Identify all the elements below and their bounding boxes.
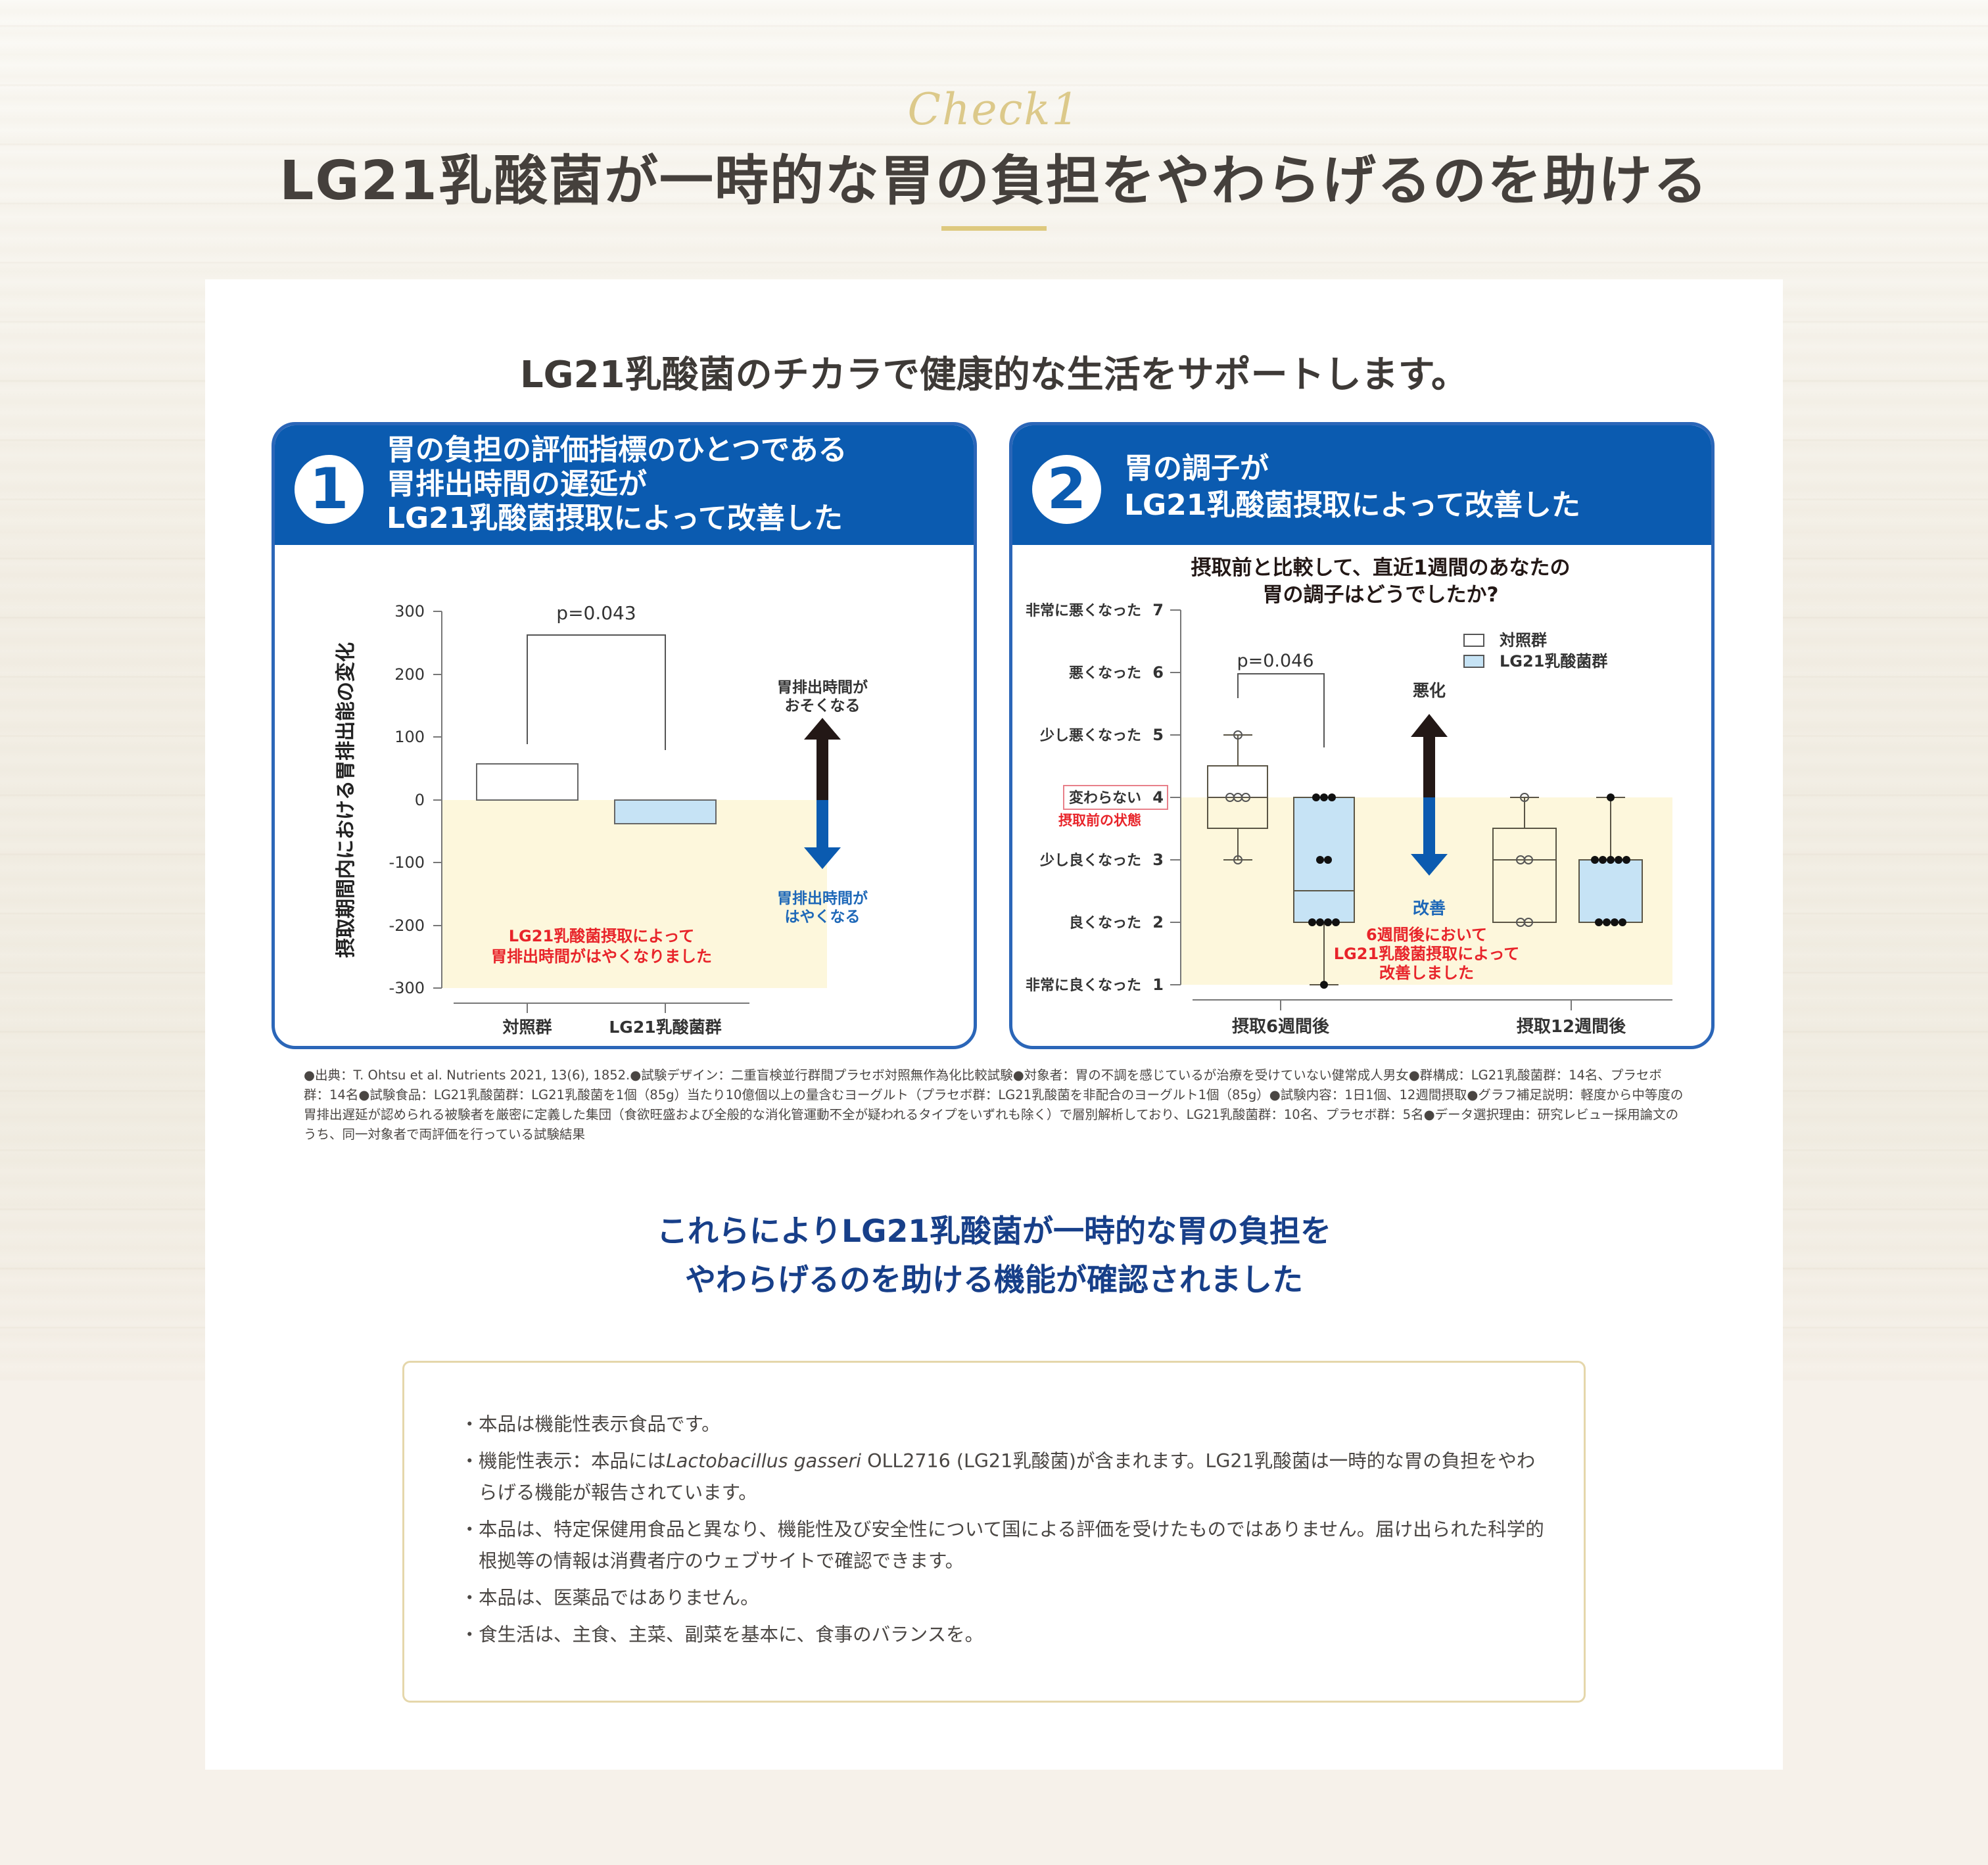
svg-text:-300: -300 <box>389 979 425 997</box>
x-category-label: 摂取12週間後 <box>1517 1016 1626 1037</box>
y-tick-labels: 非常に悪くなった 悪くなった 少し悪くなった 変わらない 少し良くなった 良くな… <box>1026 602 1141 994</box>
improvement-shaded-region <box>442 800 827 988</box>
panel-number-badge: 1 <box>295 455 364 524</box>
svg-text:非常に良くなった: 非常に良くなった <box>1026 977 1141 994</box>
bar-lg21 <box>614 799 717 824</box>
section-title: LG21乳酸菌が一時的な胃の負担をやわらげるのを助ける <box>279 150 1709 212</box>
p-value-label: p=0.046 <box>1237 651 1314 671</box>
panel-header: 2 胃の調子が LG21乳酸菌摂取によって改善した <box>1012 425 1711 545</box>
svg-text:胃排出時間がはやくなりました: 胃排出時間がはやくなりました <box>491 947 712 966</box>
direction-arrow-icon <box>804 718 841 869</box>
significance-bracket <box>527 634 666 750</box>
svg-text:100: 100 <box>394 728 425 746</box>
significance-bracket <box>1237 673 1325 747</box>
svg-text:-100: -100 <box>389 853 425 872</box>
panel-number-badge: 2 <box>1032 455 1101 524</box>
notice-item: ・本品は、医薬品ではありません。 <box>460 1587 759 1609</box>
svg-text:はやくなる: はやくなる <box>785 909 861 926</box>
bar-chart-gastric-emptying: 300 200 100 0 -100 -200 -300 摂取期間内における胃排… <box>335 602 868 1037</box>
conclusion-line: これらによりLG21乳酸菌が一時的な胃の負担を <box>657 1214 1331 1250</box>
species-name: Lactobacillus gasseri <box>666 1450 862 1472</box>
svg-text:悪くなった: 悪くなった <box>1069 665 1141 682</box>
svg-text:LG21乳酸菌摂取によって: LG21乳酸菌摂取によって <box>1334 945 1519 963</box>
arrow-up-label: 胃排出時間が <box>777 678 868 696</box>
svg-text:改善しました: 改善しました <box>1379 964 1474 982</box>
notice-item: ・機能性表示：本品にはLactobacillus gasseri OLL2716… <box>460 1450 1536 1503</box>
conclusion-statement: これらによりLG21乳酸菌が一時的な胃の負担を やわらげるのを助ける機能が確認さ… <box>205 1208 1783 1305</box>
svg-text:少し悪くなった: 少し悪くなった <box>1039 728 1141 744</box>
chart-legend: 対照群 LG21乳酸菌群 <box>1463 631 1607 671</box>
panel-header: 1 胃の負担の評価指標のひとつである 胃排出時間の遅延が LG21乳酸菌摂取によ… <box>275 425 974 545</box>
box-lg21-12wk <box>1578 793 1643 926</box>
title-underline <box>941 226 1047 231</box>
study-footnote: ●出典：T. Ohtsu et al. Nutrients 2021, 13(6… <box>304 1068 1684 1142</box>
svg-text:おそくなる: おそくなる <box>785 697 861 715</box>
svg-text:0: 0 <box>415 791 425 809</box>
chart-callout: LG21乳酸菌摂取によって <box>509 927 694 945</box>
y-tick-labels: 300 200 100 0 -100 -200 -300 <box>389 602 425 997</box>
p-value-label: p=0.043 <box>556 602 636 624</box>
notice-item: ・食生活は、主食、主菜、副菜を基本に、食事のバランスを。 <box>460 1624 984 1645</box>
conclusion-line: やわらげるのを助ける機能が確認されました <box>685 1262 1303 1298</box>
svg-text:変わらない: 変わらない <box>1069 790 1141 807</box>
y-axis-label: 摂取期間内における胃排出能の変化 <box>335 642 358 958</box>
svg-text:7: 7 <box>1152 601 1164 619</box>
panel-title-line: 胃排出時間の遅延が <box>387 467 647 501</box>
svg-text:1: 1 <box>1152 976 1164 994</box>
card-subheading: LG21乳酸菌のチカラで健康的な生活をサポートします。 <box>520 354 1468 396</box>
panel-title-line: LG21乳酸菌摂取によって改善した <box>387 502 843 535</box>
direction-arrow-icon <box>1411 714 1448 876</box>
x-category-label: LG21乳酸菌群 <box>609 1018 721 1037</box>
content-card: LG21乳酸菌のチカラで健康的な生活をサポートします。 1 胃の負担の評価指標の… <box>205 279 1783 1770</box>
panel-title-line: 胃の負担の評価指標のひとつである <box>387 433 847 467</box>
legend-swatch-lg21 <box>1463 655 1484 668</box>
svg-text:胃の調子はどうでしたか?: 胃の調子はどうでしたか? <box>1263 583 1499 607</box>
svg-text:4: 4 <box>1152 788 1164 807</box>
notice-item: ・本品は機能性表示食品です。 <box>460 1413 721 1435</box>
panel-title: 胃の調子が LG21乳酸菌摂取によって改善した <box>1124 450 1580 524</box>
panel-title: 胃の負担の評価指標のひとつである 胃排出時間の遅延が LG21乳酸菌摂取によって… <box>387 433 847 536</box>
panel-title-line: LG21乳酸菌摂取によって改善した <box>1124 488 1580 522</box>
panel-stomach-condition: 2 胃の調子が LG21乳酸菌摂取によって改善した 摂取前と比較して、直近1週間… <box>1009 422 1715 1049</box>
bar-control <box>476 763 579 801</box>
panel-title-line: 胃の調子が <box>1124 452 1269 485</box>
box-control-6wk <box>1207 730 1268 864</box>
x-category-label: 対照群 <box>502 1018 552 1037</box>
svg-text:2: 2 <box>1152 913 1164 932</box>
arrow-down-label: 胃排出時間が <box>777 889 868 907</box>
baseline-note: 摂取前の状態 <box>1058 813 1141 828</box>
arrow-down-label: 改善 <box>1413 899 1446 918</box>
box-control-12wk <box>1492 793 1557 927</box>
functional-food-notice: ・本品は機能性表示食品です。 ・機能性表示：本品にはLactobacillus … <box>402 1361 1586 1703</box>
svg-text:非常に悪くなった: 非常に悪くなった <box>1026 602 1141 619</box>
panel-gastric-emptying: 1 胃の負担の評価指標のひとつである 胃排出時間の遅延が LG21乳酸菌摂取によ… <box>272 422 977 1049</box>
svg-text:6: 6 <box>1152 663 1164 682</box>
svg-text:3: 3 <box>1152 851 1164 869</box>
chart-question: 摂取前と比較して、直近1週間のあなたの <box>1191 556 1570 580</box>
box-plot-stomach-condition: 摂取前と比較して、直近1週間のあなたの 胃の調子はどうでしたか? 非常に悪くなっ… <box>1026 556 1672 1037</box>
notice-list: ・本品は機能性表示食品です。 ・機能性表示：本品にはLactobacillus … <box>460 1409 1551 1656</box>
svg-text:-200: -200 <box>389 916 425 935</box>
baseline-highlight-box <box>1063 785 1168 810</box>
svg-text:対照群: 対照群 <box>1500 631 1547 649</box>
section-eyebrow: Check1 <box>907 84 1081 135</box>
box-lg21-6wk <box>1293 793 1355 989</box>
y-tick-values: 7 6 5 4 3 2 1 <box>1152 601 1164 994</box>
svg-text:200: 200 <box>394 665 425 684</box>
svg-text:良くなった: 良くなった <box>1069 914 1141 932</box>
notice-item: ・本品は、特定保健用食品と異なり、機能性及び安全性について国による評価を受けたも… <box>460 1519 1544 1572</box>
svg-text:LG21乳酸菌群: LG21乳酸菌群 <box>1500 652 1607 671</box>
legend-swatch-control <box>1463 634 1484 647</box>
svg-text:少し良くなった: 少し良くなった <box>1039 852 1141 869</box>
chart-callout: 6週間後において <box>1366 926 1487 944</box>
svg-text:300: 300 <box>394 602 425 621</box>
x-category-label: 摂取6週間後 <box>1232 1016 1330 1037</box>
arrow-up-label: 悪化 <box>1413 681 1446 700</box>
svg-text:5: 5 <box>1152 726 1164 744</box>
